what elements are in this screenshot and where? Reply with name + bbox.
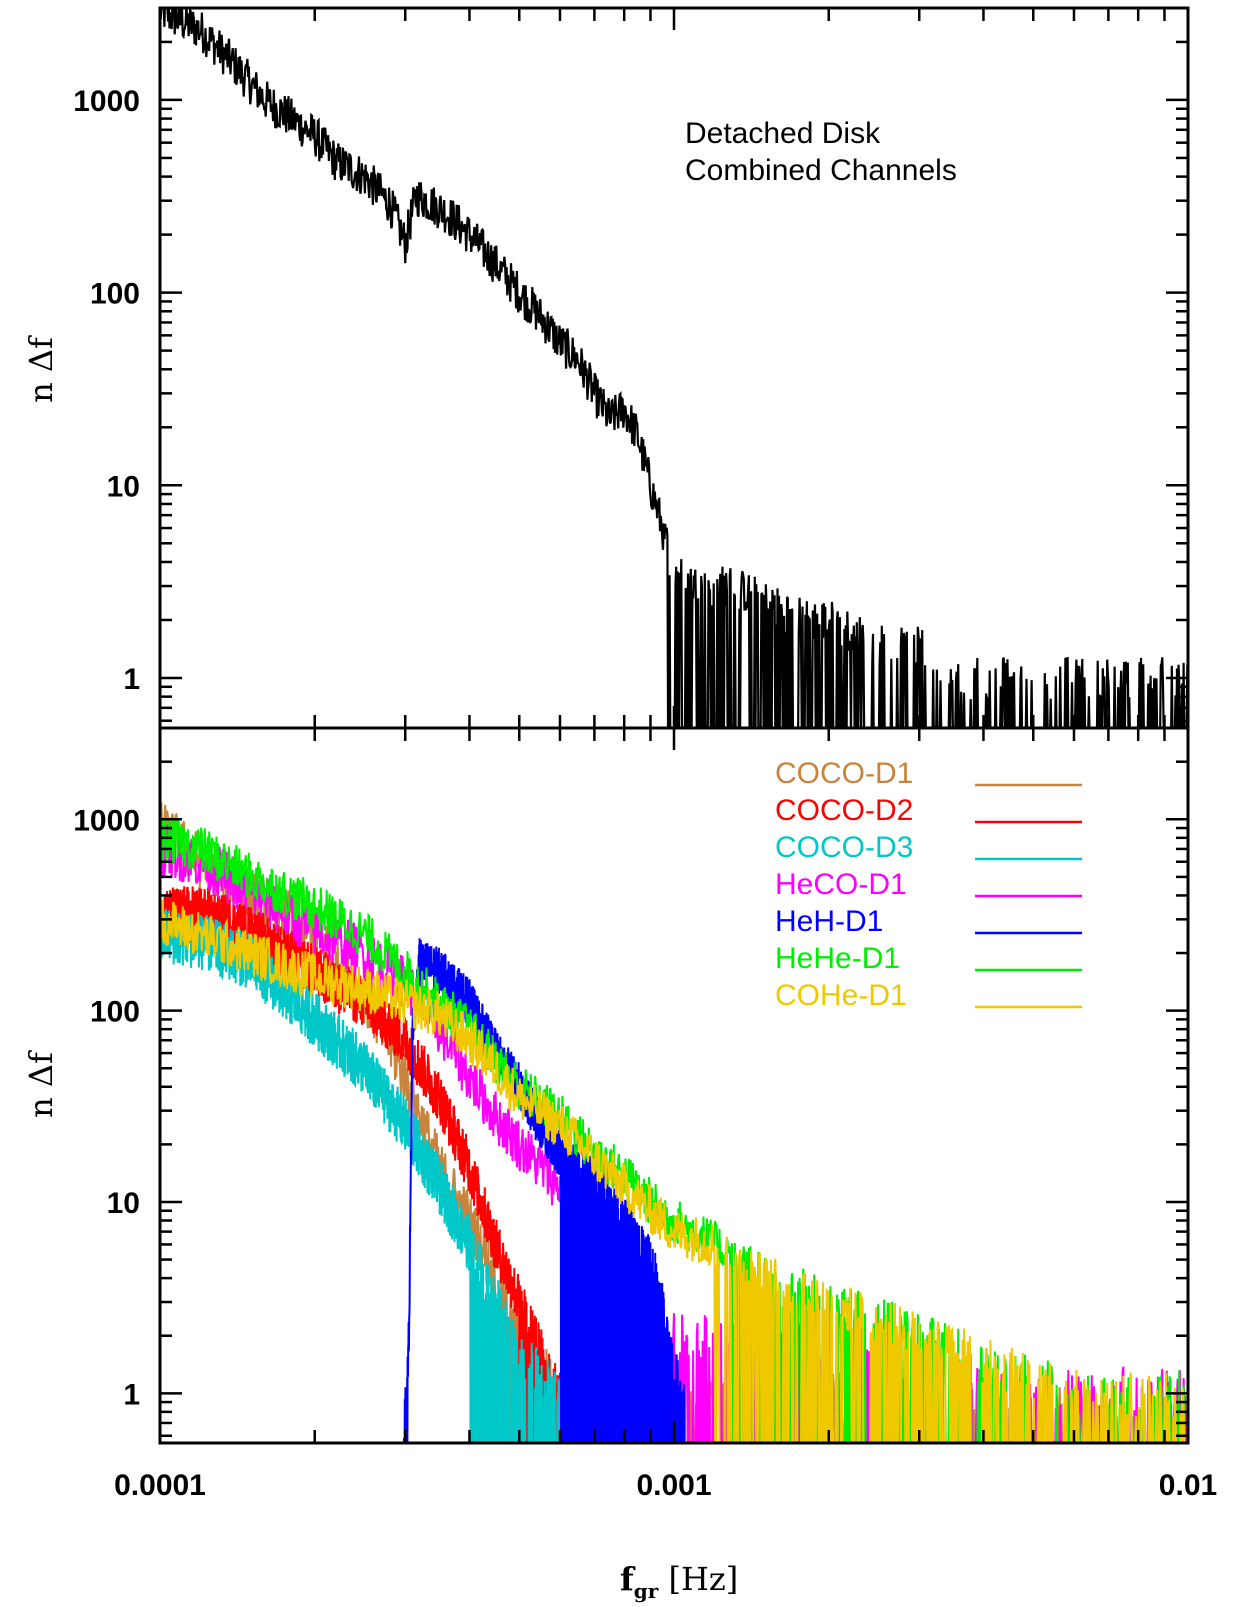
series-line-cohe-d1 [160,897,1188,1443]
y-tick-label: 1 [123,1378,140,1411]
x-axis-label: fgr [Hz] [620,1560,738,1603]
annotation-line-1: Detached Disk [685,117,881,150]
series-line-combined [160,8,1188,728]
legend-label-heco-d1: HeCO-D1 [775,868,907,901]
x-tick-label: 0.01 [1159,1469,1217,1502]
x-tick-label: 0.001 [636,1469,711,1502]
x-tick-label: 0.0001 [114,1469,206,1502]
legend-label-coco-d1: COCO-D1 [775,757,913,790]
top-panel: 1 10 100 1000 [73,6,1190,730]
bottom-y-axis-label: n Δf [22,1050,60,1118]
y-tick-label: 100 [90,278,140,311]
legend-label-heh-d1: HeH-D1 [775,905,883,938]
legend-label-hehe-d1: HeHe-D1 [775,942,900,975]
top-y-axis-label: n Δf [22,335,60,403]
x-axis-label-text: fgr [Hz] [620,1560,738,1603]
y-tick-label: 1 [123,663,140,696]
legend-label-coco-d2: COCO-D2 [775,794,913,827]
legend-label-coco-d3: COCO-D3 [775,831,913,864]
legend-label-cohe-d1: COHe-D1 [775,979,907,1012]
y-tick-label: 10 [107,470,140,503]
y-tick-label: 1000 [73,804,140,837]
y-tick-label: 10 [107,1187,140,1220]
data-layer [160,8,1188,728]
legend: COCO-D1 COCO-D2 COCO-D3 HeCO-D1 HeH-D1 HeHe-D… [775,757,1082,1012]
annotation-line-2: Combined Channels [685,154,957,187]
y-tick-label: 1000 [73,85,140,118]
y-tick-label: 100 [90,996,140,1029]
plot-frame [158,6,1190,730]
data-layer [160,802,1188,1443]
